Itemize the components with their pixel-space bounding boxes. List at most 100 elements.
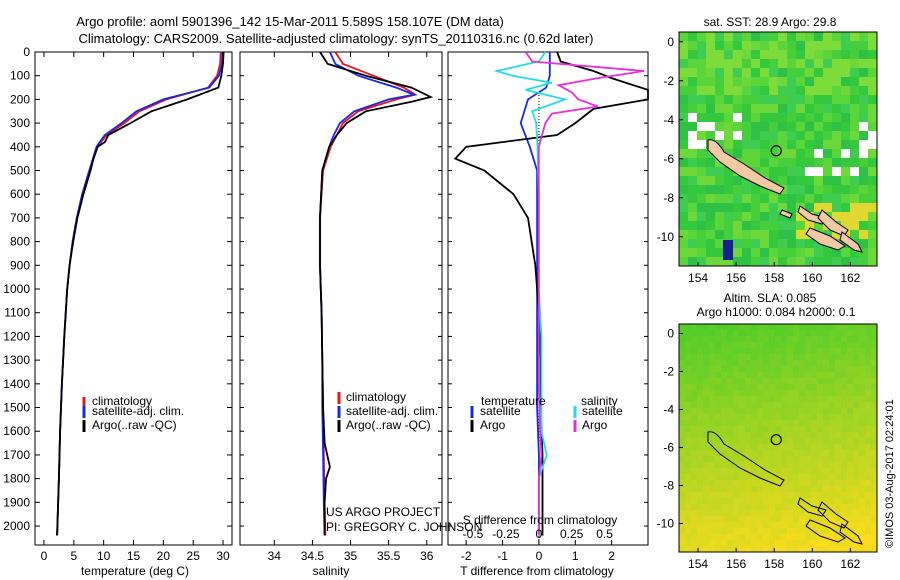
sla-cell [703, 540, 709, 546]
sla-cell [763, 336, 769, 342]
sst-cell [688, 158, 697, 167]
sst-cell [850, 203, 859, 212]
sla-cell [691, 342, 697, 348]
sla-cell [715, 486, 721, 492]
sla-cell [853, 480, 859, 486]
sla-cell [853, 510, 859, 516]
sla-cell [871, 348, 877, 354]
sla-cell [793, 522, 799, 528]
sla-cell [865, 510, 871, 516]
sla-cell [751, 498, 757, 504]
sla-cell [787, 510, 793, 516]
sst-cell [760, 221, 769, 230]
sla-cell [787, 366, 793, 372]
sla-cell [799, 330, 805, 336]
sla-cell [703, 474, 709, 480]
sla-cell [871, 474, 877, 480]
sla-cell [763, 432, 769, 438]
sla-cell [745, 354, 751, 360]
sst-cell [769, 140, 778, 149]
sla-cell [685, 390, 691, 396]
sla-cell [685, 372, 691, 378]
sst-cell [697, 104, 706, 113]
sst-cell [688, 176, 697, 185]
sla-cell [715, 342, 721, 348]
sla-cell [709, 432, 715, 438]
sla-cell [829, 438, 835, 444]
sla-cell [811, 372, 817, 378]
sst-cell [706, 32, 715, 41]
sla-cell [823, 330, 829, 336]
sla-cell [781, 456, 787, 462]
temperature-xtick-label-2: 10 [97, 549, 111, 563]
sla-cell [697, 516, 703, 522]
sst-cell [796, 221, 805, 230]
sla-cell [865, 426, 871, 432]
sla-cell [835, 468, 841, 474]
sla-cell [733, 378, 739, 384]
sla-cell [757, 462, 763, 468]
sla-cell [709, 360, 715, 366]
sla-cell [781, 366, 787, 372]
sst-cell [697, 176, 706, 185]
sla-cell [799, 486, 805, 492]
sla-cell [871, 480, 877, 486]
sla-cell [703, 462, 709, 468]
sst-cell [679, 176, 688, 185]
sst-cell [688, 140, 697, 149]
sla-cell [697, 534, 703, 540]
sla-cell [871, 492, 877, 498]
sst-cell [778, 230, 787, 239]
sst-cell [778, 41, 787, 50]
sla-cell [721, 444, 727, 450]
sst-cell [832, 203, 841, 212]
sla-cell [679, 390, 685, 396]
sla-cell [709, 486, 715, 492]
sst-xtick-label-1: 156 [726, 271, 746, 285]
sla-cell [715, 408, 721, 414]
sst-cell [787, 131, 796, 140]
temperature-xlabel: temperature (deg C) [81, 564, 189, 578]
sst-cell [742, 212, 751, 221]
sla-cell [841, 528, 847, 534]
sst-cell [679, 104, 688, 113]
sla-cell [697, 342, 703, 348]
sla-cell [865, 522, 871, 528]
sla-cell [679, 498, 685, 504]
sla-cell [715, 360, 721, 366]
island-malaita [839, 231, 863, 253]
sst-cell [760, 248, 769, 257]
sst-cell [823, 104, 832, 113]
sla-cell [727, 498, 733, 504]
sla-cell [799, 480, 805, 486]
sla-cell [679, 396, 685, 402]
diff-x2tick-label-1: -0.25 [492, 527, 520, 541]
sst-cell [787, 185, 796, 194]
sla-cell [769, 456, 775, 462]
sla-cell [841, 330, 847, 336]
sla-cell [829, 354, 835, 360]
sla-cell [853, 522, 859, 528]
sla-cell [871, 540, 877, 546]
sla-cell [805, 432, 811, 438]
sla-cell [715, 354, 721, 360]
sst-cell [706, 203, 715, 212]
sst-cell [688, 113, 697, 122]
sst-cell [706, 176, 715, 185]
sla-cell [799, 516, 805, 522]
sla-cell [775, 372, 781, 378]
sst-cell [715, 68, 724, 77]
sst-cell [688, 95, 697, 104]
sla-map-panel: Altim. SLA: 0.085 Argo h1000: 0.084 h200… [657, 291, 878, 571]
sst-cell [823, 50, 832, 59]
sla-cell [709, 438, 715, 444]
sst-cell [742, 86, 751, 95]
sla-cell [727, 492, 733, 498]
sla-cell [841, 342, 847, 348]
sla-cell [811, 462, 817, 468]
sla-cell [751, 366, 757, 372]
sla-cell [757, 336, 763, 342]
sla-cell [739, 366, 745, 372]
sst-cell [859, 185, 868, 194]
